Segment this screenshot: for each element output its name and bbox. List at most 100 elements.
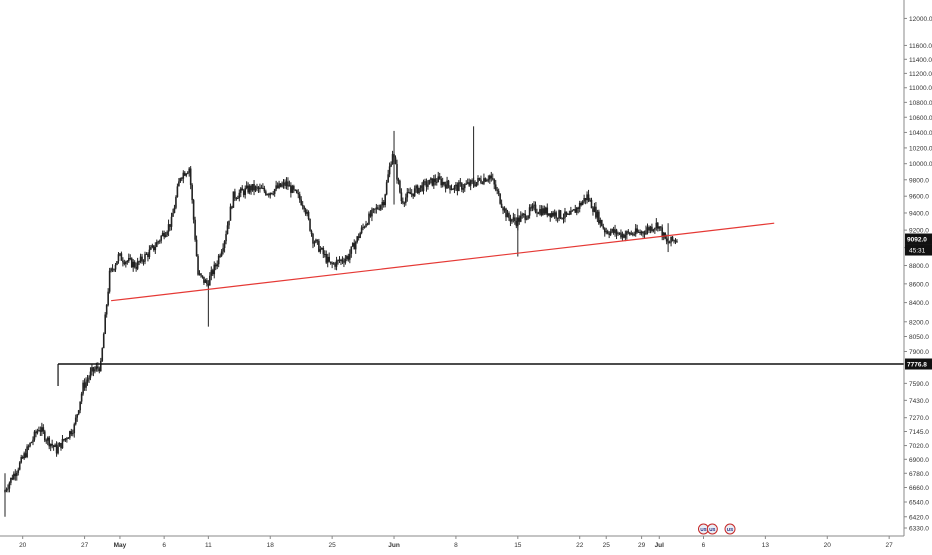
candle-body [491,178,494,180]
candle-body [102,333,105,349]
candle-body [556,217,559,219]
candle-body [583,198,585,202]
candle-body [612,229,615,233]
candle-body [32,439,34,443]
candle-body [73,424,76,434]
current-price-label: 9092.0 [907,237,927,244]
price-tick-label: 6540.0 [909,499,929,506]
candle-body [555,212,557,218]
candle-body [55,444,58,454]
candle-body [410,193,413,195]
candle-body [462,188,465,190]
candle-body [278,183,280,188]
candle-body [463,184,466,189]
level-price-badge [905,358,932,370]
candle-body [321,248,323,250]
candle-body [599,220,602,224]
candle-body [648,227,650,231]
candle-body [444,184,447,189]
candle-body [654,228,656,230]
candle-body [259,187,261,190]
price-tick-label: 9200.0 [909,228,929,235]
candle-body [263,187,266,192]
price-tick-label: 7900.0 [909,349,929,356]
candle-body [214,264,217,267]
us-event-icon[interactable] [706,523,718,535]
candle-body [303,206,305,210]
candle-body [79,401,81,411]
candle-body [319,249,322,252]
candle-body [41,427,43,432]
candle-body [384,194,386,206]
candle-body [154,246,157,251]
candle-body [239,188,242,193]
time-tick-label: Jul [655,542,665,549]
candle-body [82,382,84,394]
candle-body [489,175,491,180]
candle-body [126,261,129,263]
candle-body [542,208,544,216]
candle-body [449,185,451,190]
candle-body [287,181,289,187]
candle-body [310,230,313,234]
candle-body [39,430,42,432]
candle-body [38,430,40,432]
candle-body [329,261,332,264]
candle-body [10,477,12,483]
time-tick-label: 20 [824,542,832,549]
candle-body [374,208,376,210]
candle-body [378,208,381,210]
candle-body [388,166,391,175]
candle-body [18,462,21,470]
candle-body [424,181,426,183]
candle-body [575,207,578,213]
trendline[interactable] [111,222,775,302]
candle-body [104,314,106,334]
candle-body [394,157,397,165]
candle-body [502,207,504,211]
candle-body [493,179,496,185]
candle-body [304,209,307,214]
candle-body [609,231,612,235]
candle-body [119,253,121,255]
candle-body [363,226,366,228]
candle-body [377,207,379,209]
candle-body [110,268,112,271]
candle-body [132,261,134,268]
candle-body [222,247,224,252]
candle-body [596,211,599,218]
candle-body [586,194,588,201]
candle-body [481,182,484,184]
candle-body [83,382,86,388]
candle-body [365,223,367,227]
candle-body [543,208,546,214]
candle-body [210,270,213,276]
candle-body [21,456,24,459]
candle-body [614,229,616,233]
candle-body [372,208,375,210]
candle-body [63,439,65,441]
candle-body [577,207,580,209]
candle-body [122,260,124,263]
candle-body [226,225,229,235]
candle-body [45,440,48,442]
us-event-icon[interactable] [724,523,736,535]
candle-body [665,238,668,242]
candle-body [328,256,330,262]
candle-body [565,211,568,215]
candle-body [391,154,394,165]
candle-body [17,469,20,473]
candle-body [64,438,67,441]
candle-body [514,217,516,221]
candle-body [633,234,636,236]
candle-body [500,203,503,208]
candle-body [217,255,220,265]
candle-body [455,184,457,187]
candle-body [251,184,254,191]
candle-body [487,179,490,181]
candle-body [5,489,8,491]
candle-body [105,304,108,315]
candle-body [182,172,185,179]
